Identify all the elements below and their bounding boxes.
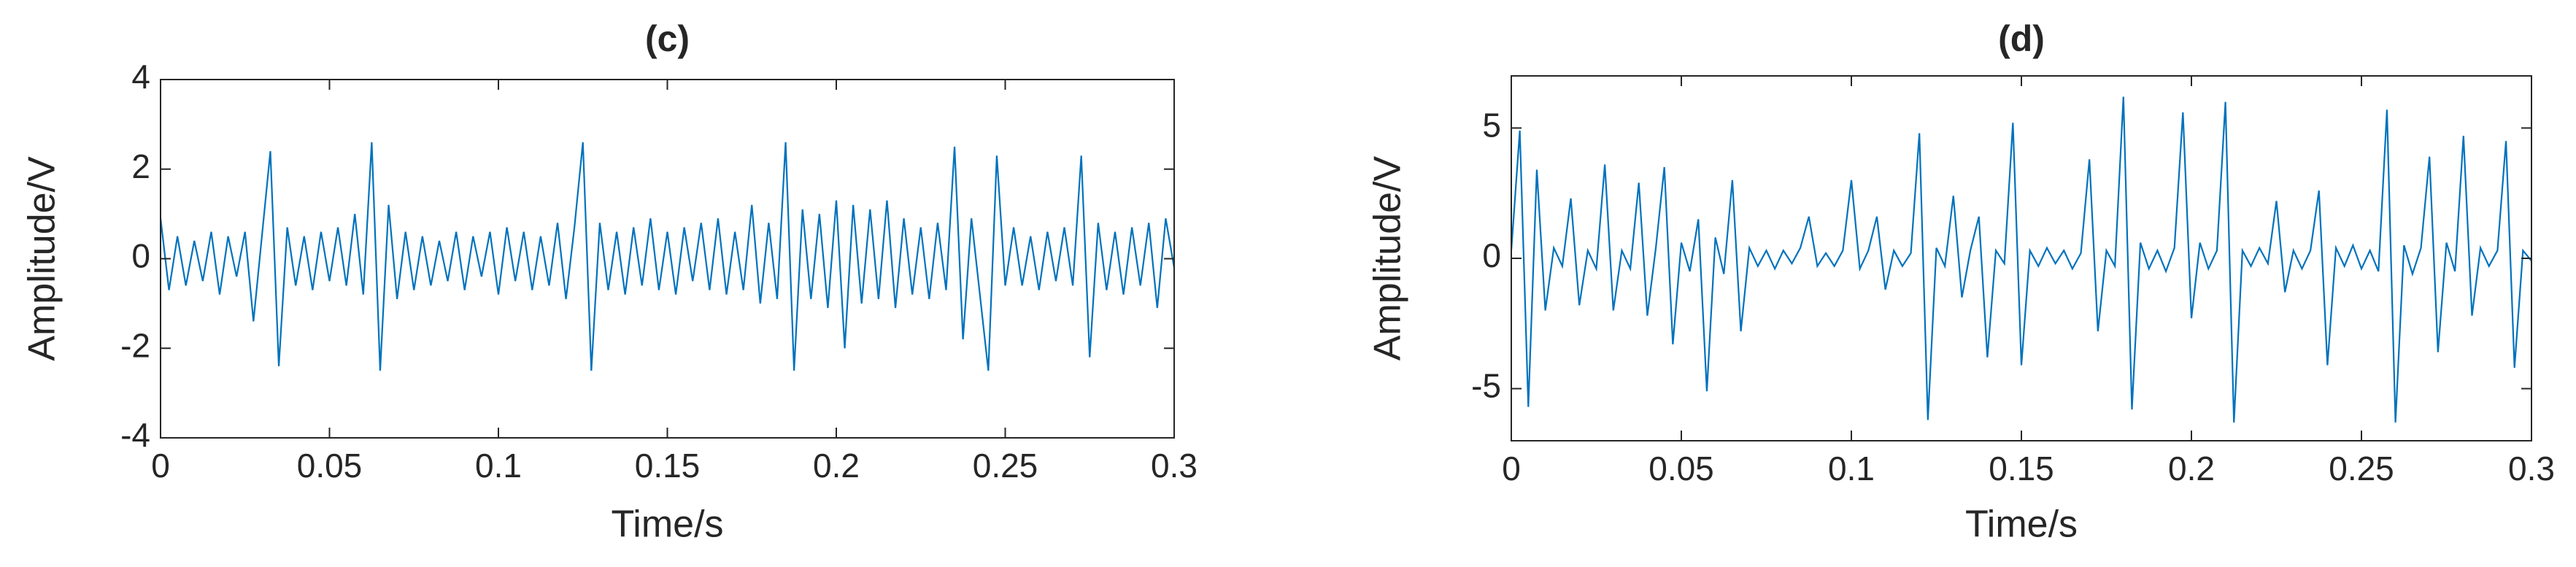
x-tick-label: 0.15: [1989, 450, 2054, 487]
signal-line: [1510, 96, 2532, 423]
chart-title: (c): [645, 18, 690, 59]
x-tick-label: 0.1: [475, 447, 522, 485]
x-tick-label: 0.15: [635, 447, 701, 485]
x-tick-label: 0.2: [813, 447, 860, 485]
y-tick-label: 0: [131, 237, 150, 275]
y-axis-title: Amplitude/V: [1367, 156, 1409, 361]
plot-area: [1511, 76, 2531, 441]
x-tick-label: 0.05: [297, 447, 363, 485]
signal-line: [159, 142, 1176, 371]
chart-title: (d): [1998, 18, 2045, 59]
y-tick-label: 5: [1482, 107, 1501, 144]
y-axis-title: Amplitude/V: [21, 156, 63, 361]
x-tick-label: 0.2: [2168, 450, 2215, 487]
x-axis-title: Time/s: [1965, 504, 2078, 546]
y-tick-label: 0: [1482, 236, 1501, 274]
plot-area: [161, 80, 1174, 438]
x-tick-label: 0.25: [973, 447, 1038, 485]
x-tick-label: 0.3: [1151, 447, 1198, 485]
x-tick-label: 0.05: [1648, 450, 1714, 487]
x-axis-title: Time/s: [611, 504, 723, 546]
y-tick-label: -5: [1471, 367, 1501, 405]
y-tick-label: -4: [120, 416, 150, 454]
x-tick-label: 0.3: [2508, 450, 2555, 487]
x-tick-label: 0.1: [1828, 450, 1875, 487]
x-tick-label: 0: [1502, 450, 1521, 487]
y-tick-label: 4: [131, 58, 150, 96]
y-tick-label: -2: [120, 326, 150, 364]
y-tick-label: 2: [131, 147, 150, 185]
x-tick-label: 0: [151, 447, 170, 485]
x-tick-label: 0.25: [2329, 450, 2394, 487]
